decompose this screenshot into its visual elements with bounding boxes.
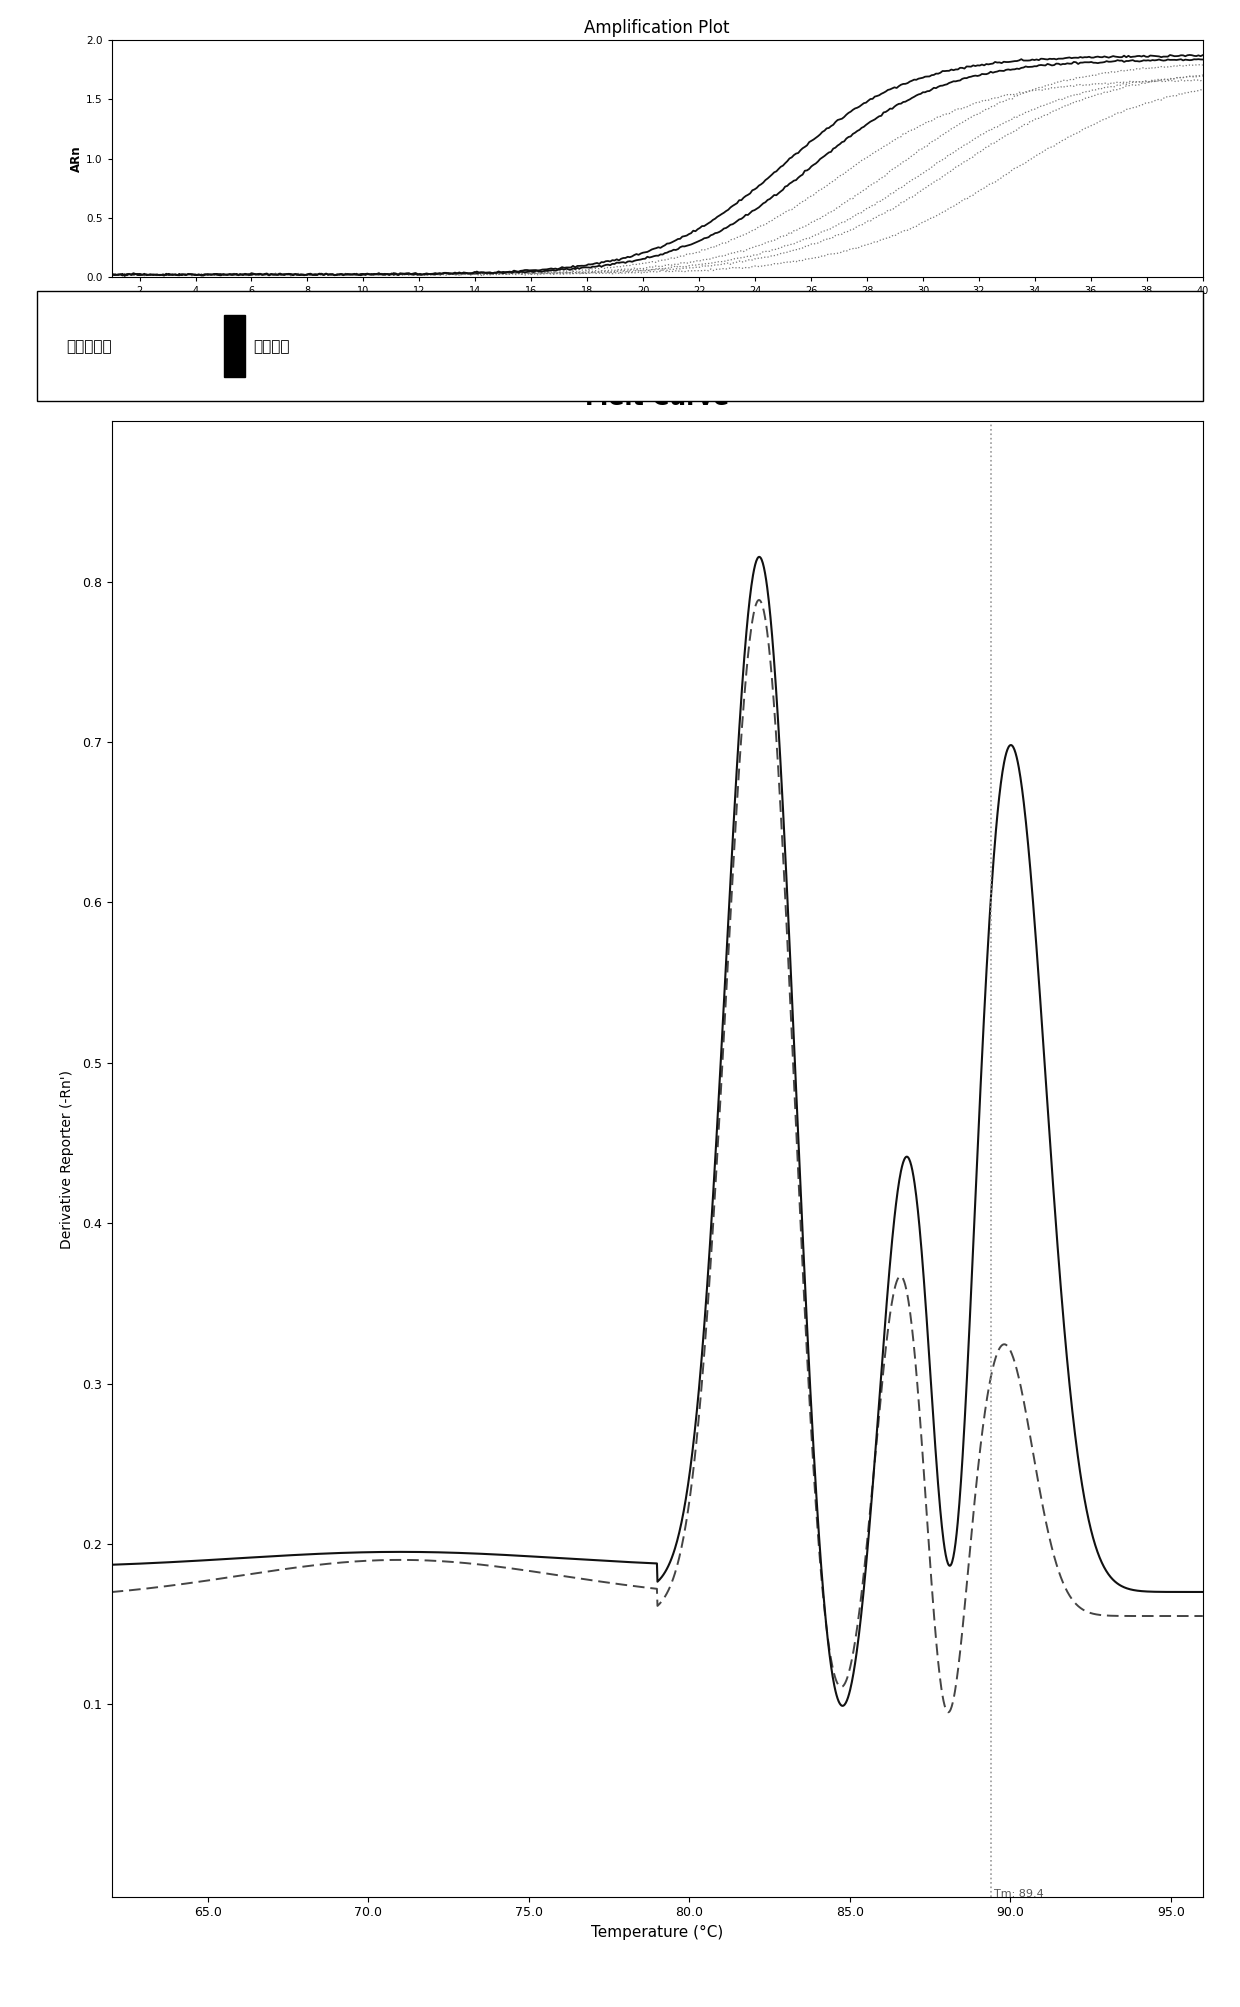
- Title: Amplification Plot: Amplification Plot: [584, 20, 730, 38]
- Bar: [223, 315, 244, 377]
- Y-axis label: Derivative Reporter (-Rn'): Derivative Reporter (-Rn'): [60, 1070, 73, 1248]
- Text: Tm: 89.4: Tm: 89.4: [994, 1889, 1044, 1899]
- X-axis label: Temperature (°C): Temperature (°C): [591, 1925, 723, 1941]
- Text: 未加入内标: 未加入内标: [67, 339, 112, 353]
- X-axis label: Cycle: Cycle: [639, 301, 676, 315]
- Text: 加入内标: 加入内标: [253, 339, 289, 353]
- Title: Melt Curve: Melt Curve: [585, 385, 729, 409]
- FancyBboxPatch shape: [37, 291, 1203, 401]
- Y-axis label: ARn: ARn: [71, 145, 83, 173]
